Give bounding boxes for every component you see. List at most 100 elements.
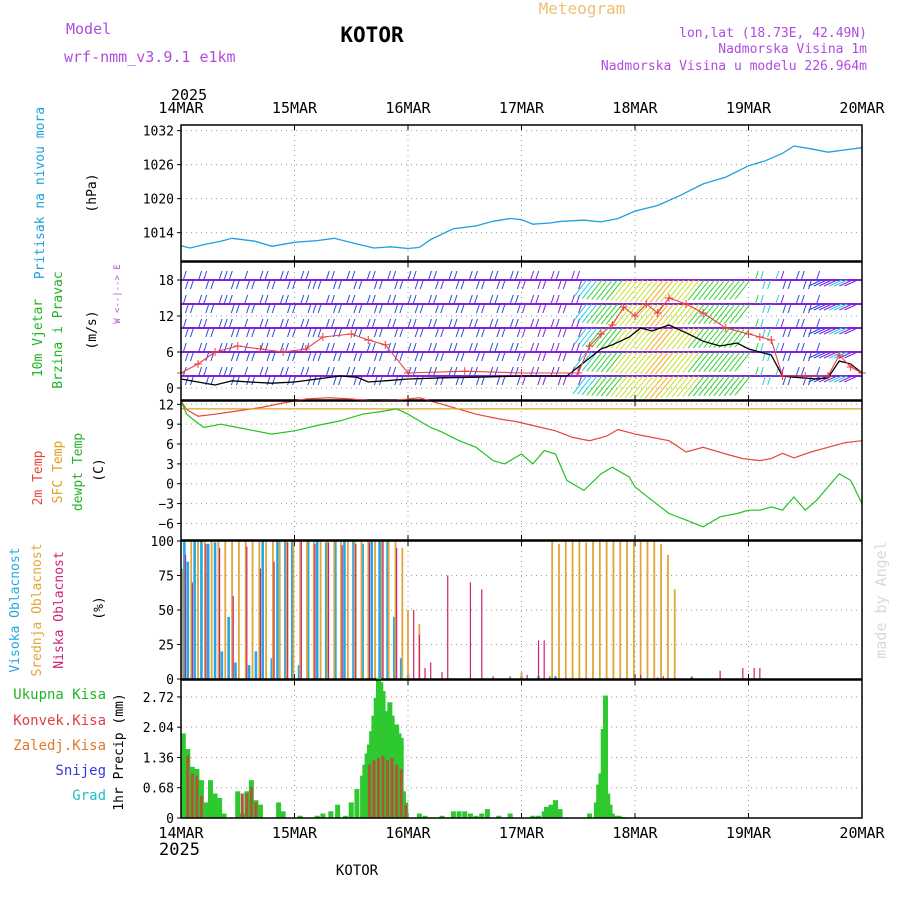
wind-arrow (818, 327, 833, 335)
wind-arrow (818, 351, 833, 359)
precip-legend-graupel: Grad (72, 788, 106, 804)
wind-arrow (713, 303, 731, 325)
cloud-bar-low (447, 575, 449, 679)
wind-arrow (453, 342, 458, 353)
cloud-bar-mid (564, 541, 567, 679)
wind-arrow (562, 327, 567, 338)
wind-arrow (264, 342, 269, 353)
wind-arrow (834, 303, 848, 311)
wind-arrow (698, 375, 715, 397)
wind-ytick-label: 18 (158, 274, 174, 289)
wind-arrow (271, 279, 276, 290)
precip-bar-conv (249, 786, 253, 818)
x-tick-label-bottom: 19MAR (726, 824, 772, 842)
wind-arrow (615, 303, 634, 326)
precip-ytick-label: 0.68 (143, 782, 174, 797)
wind-arrow (494, 342, 499, 353)
cloud-bar-mid (407, 610, 409, 679)
wind-arrow (596, 279, 613, 301)
wind-arrow (572, 375, 588, 395)
wind-arrow (346, 294, 351, 305)
wind-gust-marker (364, 336, 373, 344)
wind-arrow (713, 279, 731, 301)
wind-gust-marker (404, 369, 412, 377)
wind-arrow (284, 342, 289, 353)
precip-bar-total (354, 789, 360, 818)
wind-arrow (555, 342, 560, 353)
cloud-bar-high (220, 651, 224, 679)
wind-arrow (184, 327, 189, 338)
wind-arrow (203, 294, 208, 305)
wind-arrow (759, 342, 764, 353)
cloud-bar-low (526, 674, 528, 679)
wind-arrow (394, 303, 399, 314)
wind-arrow (610, 351, 629, 374)
wind-arrow (615, 279, 634, 302)
cloud-bar-low (549, 676, 551, 679)
wind-arrow (284, 366, 289, 377)
precip-bar-total (212, 793, 218, 818)
wind-arrow (279, 270, 284, 281)
wind-arrow (537, 327, 542, 338)
cloud-bar-low (441, 672, 443, 679)
cloud-bar-mid (224, 541, 227, 679)
cloud-bar-high (386, 541, 389, 679)
wind-arrow (834, 279, 848, 287)
wind-arrow (578, 303, 583, 314)
precip-ytick-label: 2.04 (143, 721, 174, 736)
cloud-bar-high (554, 676, 557, 679)
wind-arrow (729, 279, 746, 300)
wind-ytick-label: 12 (158, 310, 174, 325)
wind-arrow (387, 318, 392, 329)
wind-gust-marker (233, 342, 242, 350)
wind-arrow (279, 318, 284, 329)
wind-arrow (639, 279, 659, 303)
wind-arrow (501, 375, 506, 386)
wind-arrow (808, 351, 822, 359)
wind-arrow (762, 279, 766, 290)
cloud-bar-high (206, 543, 210, 679)
product-title: Meteogram (539, 0, 626, 18)
wind-arrow (271, 327, 276, 338)
wind-arrow (542, 351, 547, 362)
wind-arrow (228, 366, 233, 377)
wind-arrow (476, 327, 480, 338)
wind-arrow (427, 270, 432, 281)
wind-arrow (615, 327, 634, 350)
wind-arrow (782, 279, 787, 290)
wind-gust-marker (755, 333, 764, 341)
wind-arrow (353, 351, 358, 362)
wind-arrow (570, 270, 575, 281)
year-top: 2025 (171, 86, 207, 104)
wind-arrow (338, 279, 343, 290)
wind-arrow (723, 351, 741, 373)
wind-arrow (780, 342, 785, 353)
wind-arrow (453, 318, 458, 329)
precip-bar-total (456, 811, 462, 818)
cloud-bar-low (232, 596, 234, 679)
wind-arrow (455, 327, 460, 338)
x-tick-label-top: 14MAR (158, 99, 204, 117)
wind-arrow (692, 279, 710, 301)
precip-legend-snow: Snijeg (55, 763, 106, 779)
temp-ytick-label: 6 (166, 438, 174, 453)
wind-arrow (644, 303, 664, 327)
wind-arrow (440, 279, 445, 290)
wind-arrow (358, 327, 363, 338)
wind-arrow (624, 375, 644, 399)
cloud-bar-low (273, 561, 275, 679)
wind-arrow (305, 294, 310, 305)
x-tick-label-top: 18MAR (612, 99, 658, 117)
wind-arrow (399, 351, 404, 362)
wind-arrow (537, 375, 542, 386)
cloud-bar-low (543, 640, 545, 679)
wind-arrow (828, 327, 843, 335)
cloud-bar-mid (673, 589, 676, 679)
wind-arrow (271, 351, 276, 362)
wind-arrow (198, 318, 203, 329)
wind-arrow (800, 342, 805, 353)
wind-arrow (698, 303, 715, 325)
wind-arrow (427, 294, 432, 305)
wind-arrow (419, 279, 424, 290)
wind-arrow (473, 270, 478, 281)
